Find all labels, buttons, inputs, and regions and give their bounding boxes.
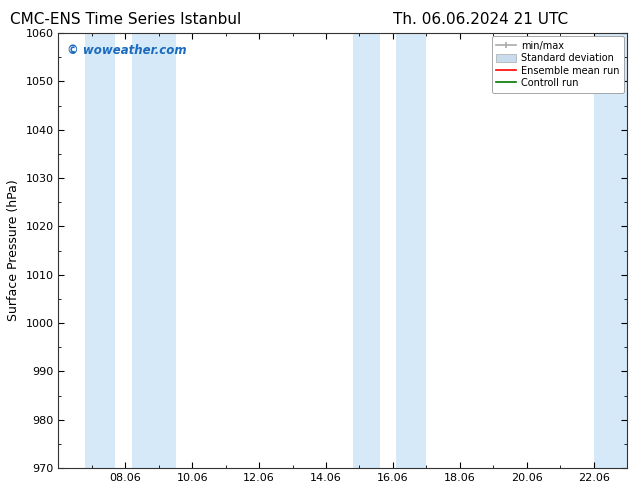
Text: CMC-ENS Time Series Istanbul: CMC-ENS Time Series Istanbul bbox=[10, 12, 241, 27]
Legend: min/max, Standard deviation, Ensemble mean run, Controll run: min/max, Standard deviation, Ensemble me… bbox=[491, 36, 624, 93]
Text: Th. 06.06.2024 21 UTC: Th. 06.06.2024 21 UTC bbox=[393, 12, 568, 27]
Y-axis label: Surface Pressure (hPa): Surface Pressure (hPa) bbox=[7, 180, 20, 321]
Bar bbox=[396, 33, 427, 468]
Bar bbox=[85, 33, 115, 468]
Bar bbox=[132, 33, 176, 468]
Bar bbox=[593, 33, 627, 468]
Bar bbox=[353, 33, 380, 468]
Text: © woweather.com: © woweather.com bbox=[67, 44, 186, 57]
